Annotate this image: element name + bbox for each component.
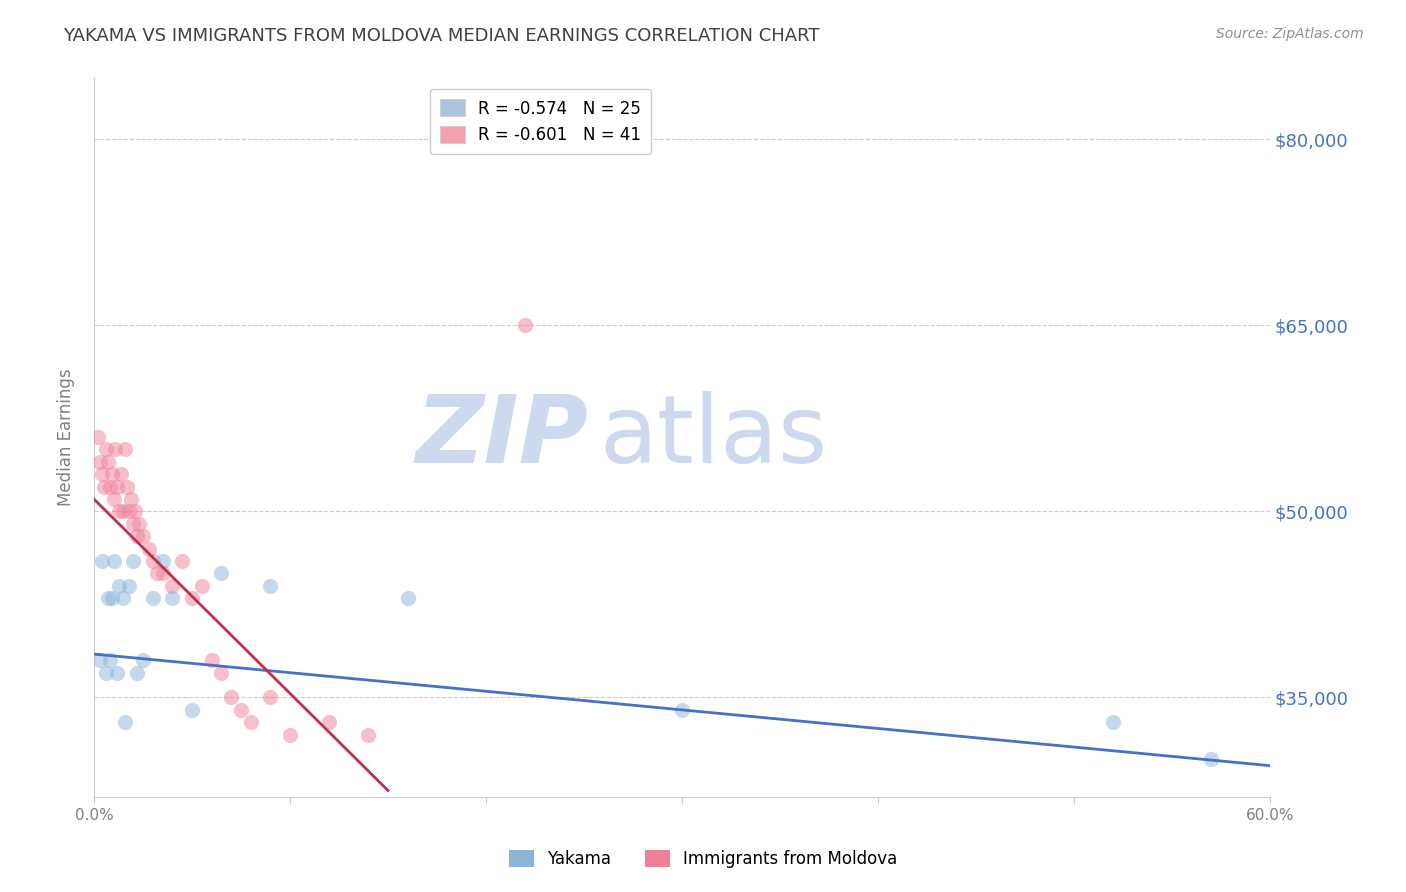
Point xyxy=(98,480,121,494)
Point xyxy=(172,554,194,568)
Point xyxy=(103,491,125,506)
Point xyxy=(118,504,141,518)
Point xyxy=(125,665,148,680)
Point xyxy=(98,653,121,667)
Point xyxy=(122,554,145,568)
Point xyxy=(145,566,167,581)
Point xyxy=(190,579,212,593)
Point xyxy=(103,554,125,568)
Point xyxy=(200,653,222,667)
Point xyxy=(162,579,184,593)
Point xyxy=(94,442,117,457)
Point xyxy=(90,467,112,482)
Point xyxy=(132,529,155,543)
Point xyxy=(107,480,129,494)
Point xyxy=(122,516,145,531)
Point xyxy=(278,728,301,742)
Point xyxy=(97,455,120,469)
Point xyxy=(229,703,252,717)
Point xyxy=(259,690,281,705)
Point xyxy=(152,554,174,568)
Point xyxy=(107,665,129,680)
Point xyxy=(124,504,146,518)
Point xyxy=(104,442,127,457)
Point xyxy=(97,591,120,606)
Point xyxy=(108,504,131,518)
Point xyxy=(162,591,184,606)
Point xyxy=(118,579,141,593)
Y-axis label: Median Earnings: Median Earnings xyxy=(58,368,75,506)
Point xyxy=(209,665,232,680)
Point xyxy=(117,480,139,494)
Point xyxy=(93,480,115,494)
Point xyxy=(110,467,132,482)
Point xyxy=(132,653,155,667)
Point xyxy=(1102,715,1125,730)
Point xyxy=(152,566,174,581)
Legend: Yakama, Immigrants from Moldova: Yakama, Immigrants from Moldova xyxy=(502,843,904,875)
Point xyxy=(181,591,204,606)
Point xyxy=(1199,752,1222,766)
Point xyxy=(120,491,142,506)
Point xyxy=(90,554,112,568)
Point xyxy=(513,318,536,333)
Point xyxy=(89,653,111,667)
Point xyxy=(100,467,122,482)
Text: YAKAMA VS IMMIGRANTS FROM MOLDOVA MEDIAN EARNINGS CORRELATION CHART: YAKAMA VS IMMIGRANTS FROM MOLDOVA MEDIAN… xyxy=(63,27,820,45)
Point xyxy=(219,690,242,705)
Point xyxy=(671,703,693,717)
Point xyxy=(89,455,111,469)
Point xyxy=(125,529,148,543)
Point xyxy=(112,504,135,518)
Point xyxy=(318,715,340,730)
Point xyxy=(209,566,232,581)
Point xyxy=(108,579,131,593)
Point xyxy=(112,591,135,606)
Point xyxy=(100,591,122,606)
Point xyxy=(94,665,117,680)
Point xyxy=(128,516,150,531)
Point xyxy=(259,579,281,593)
Point xyxy=(114,715,136,730)
Point xyxy=(114,442,136,457)
Point xyxy=(87,430,110,444)
Point xyxy=(239,715,262,730)
Point xyxy=(138,541,160,556)
Point xyxy=(142,554,165,568)
Point xyxy=(142,591,165,606)
Point xyxy=(357,728,380,742)
Text: ZIP: ZIP xyxy=(415,391,588,483)
Text: Source: ZipAtlas.com: Source: ZipAtlas.com xyxy=(1216,27,1364,41)
Point xyxy=(396,591,419,606)
Legend: R = -0.574   N = 25, R = -0.601   N = 41: R = -0.574 N = 25, R = -0.601 N = 41 xyxy=(430,89,651,154)
Point xyxy=(181,703,204,717)
Text: atlas: atlas xyxy=(599,391,828,483)
